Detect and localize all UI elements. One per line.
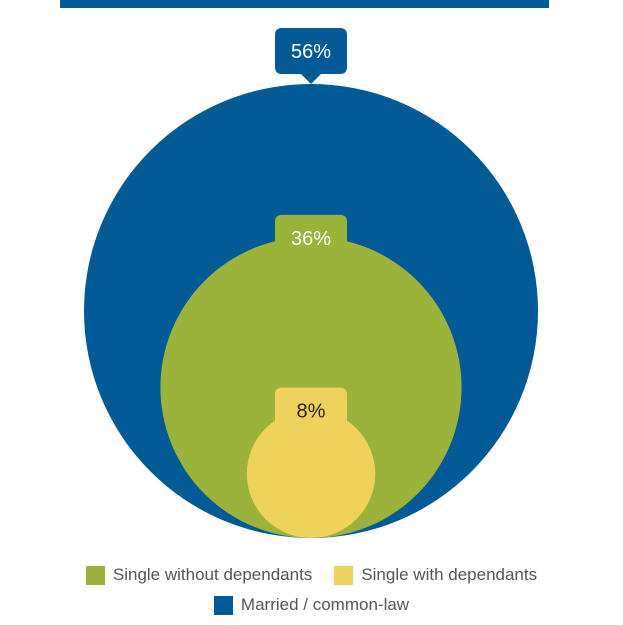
legend-label-married: Married / common-law: [240, 595, 410, 614]
data-label-box-married: [275, 28, 347, 84]
data-label-box-single-without: [275, 214, 347, 271]
legend-label-single-with: Single with dependants: [361, 565, 538, 584]
legend-swatch-married: [213, 595, 233, 615]
legend-item-single-without[interactable]: Single without dependants: [85, 565, 313, 585]
bubble-single-with[interactable]: [246, 409, 376, 538]
bubble-single-without[interactable]: [160, 236, 462, 538]
data-label-text-married: 56%: [291, 41, 331, 63]
legend: Single without dependants Single with de…: [0, 560, 623, 620]
data-label-text-single-without: 36%: [291, 228, 331, 250]
header-bar: [60, 0, 549, 8]
data-label-single-with: 8%: [275, 387, 347, 444]
legend-item-single-with[interactable]: Single with dependants: [334, 565, 537, 585]
legend-swatch-single-with: [334, 565, 354, 585]
data-label-box-single-with: [275, 387, 347, 444]
legend-row-1: Single without dependants Single with de…: [0, 560, 623, 590]
nested-bubble-chart: 56% 36% 8%: [84, 28, 538, 538]
data-label-single-without: 36%: [275, 214, 347, 271]
legend-row-2: Married / common-law: [0, 590, 623, 620]
legend-swatch-single-without: [85, 565, 105, 585]
legend-item-married[interactable]: Married / common-law: [213, 595, 410, 615]
data-label-married: 56%: [275, 28, 347, 84]
data-label-text-single-with: 8%: [297, 401, 326, 423]
legend-label-single-without: Single without dependants: [112, 565, 313, 584]
